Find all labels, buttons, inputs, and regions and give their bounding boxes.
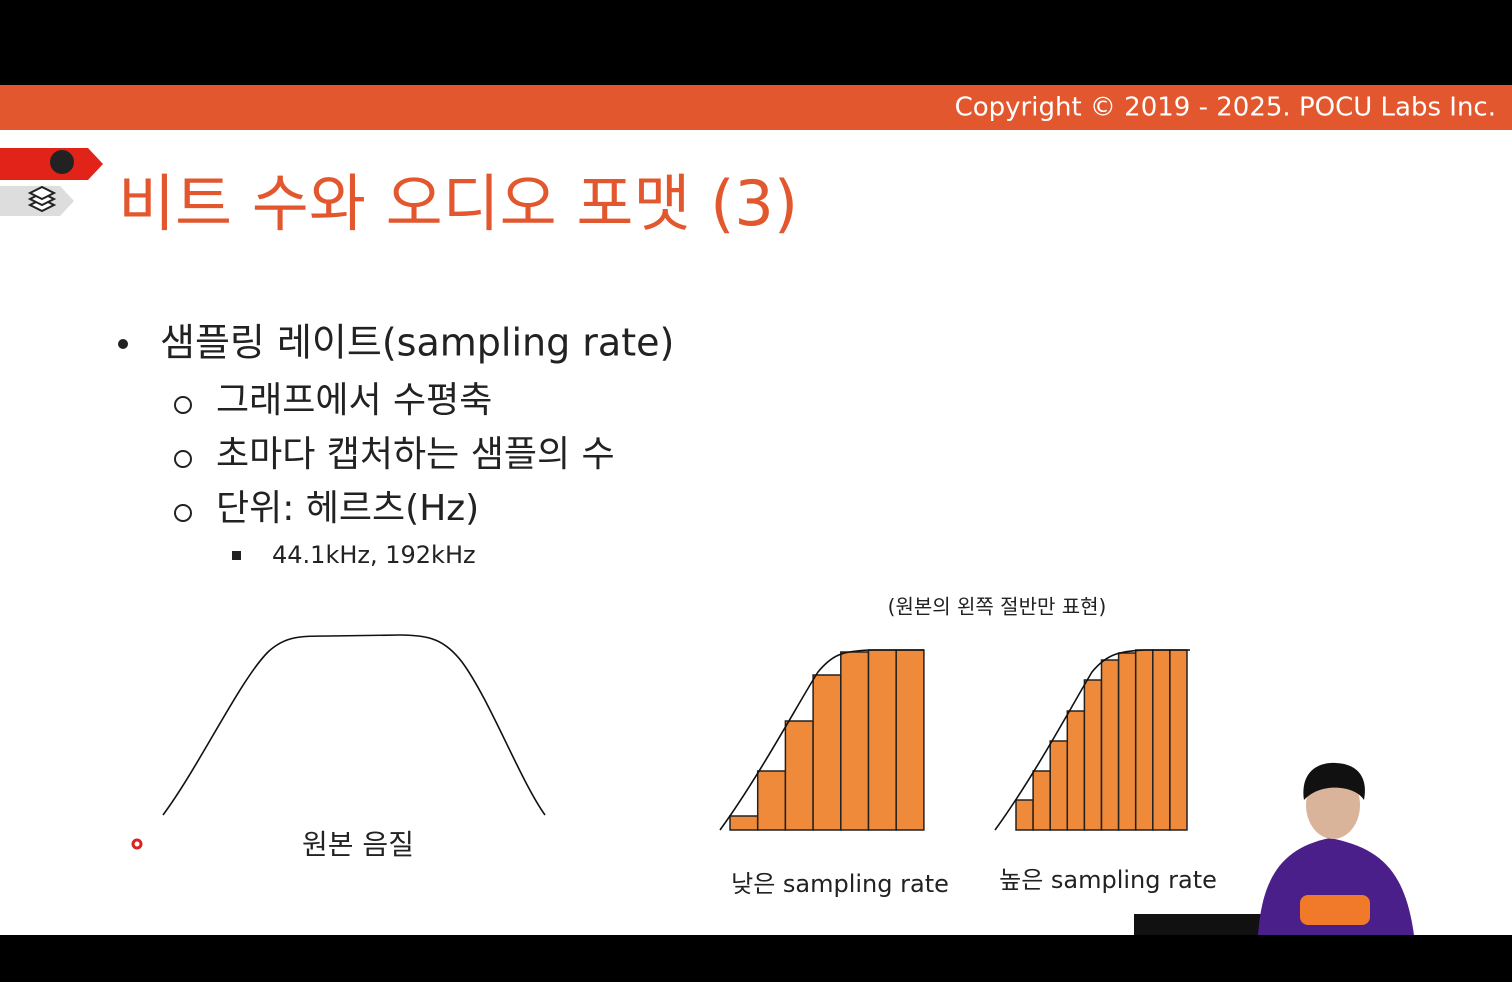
sample-bar — [729, 815, 759, 831]
stack-icon — [27, 185, 57, 213]
note: (원본의 왼쪽 절반만 표현) — [888, 595, 1107, 619]
copyright: Copyright © 2019 - 2025. POCU Labs Inc. — [955, 93, 1496, 123]
top-letterbox — [0, 0, 1512, 85]
sub-bullet: 초마다 캡처하는 샘플의 수 — [216, 434, 615, 475]
sub-bullet-marker — [174, 450, 192, 468]
cursor-dot — [131, 838, 143, 850]
bullet-dot — [118, 339, 128, 349]
sample-bar — [812, 674, 842, 831]
high-curve — [994, 649, 1190, 831]
sample-bar — [1169, 649, 1188, 831]
sample-bar — [1015, 799, 1034, 831]
slide — [0, 130, 1512, 935]
sub-sub-bullet: 44.1kHz, 192kHz — [272, 541, 476, 569]
sample-bar — [867, 649, 897, 831]
sample-bar — [1049, 740, 1069, 831]
caption: 원본 음질 — [302, 828, 414, 861]
sub-bullet-marker — [174, 504, 192, 522]
sample-bar — [840, 651, 870, 831]
sample-bar — [1066, 710, 1086, 831]
low-curve — [719, 649, 924, 831]
sample-bar — [1152, 649, 1171, 831]
sample-bar — [1117, 652, 1137, 831]
bullet: 샘플링 레이트(sampling rate) — [160, 321, 674, 365]
tab-icon — [50, 150, 74, 174]
waveform — [162, 634, 546, 816]
presenter — [1134, 762, 1414, 935]
caption: 낮은 sampling rate — [731, 870, 949, 898]
sample-bar — [1134, 649, 1154, 831]
slide-title: 비트 수와 오디오 포맷 (3) — [118, 167, 798, 240]
sub-bullet: 그래프에서 수평축 — [216, 380, 492, 421]
caption: 높은 sampling rate — [999, 866, 1217, 894]
sample-bar — [1100, 659, 1120, 831]
sample-bar — [756, 770, 787, 831]
sample-bar — [784, 720, 814, 831]
bottom-letterbox — [0, 935, 1512, 982]
sub-bullet-marker — [174, 396, 192, 414]
header-banner — [0, 85, 1512, 130]
sample-bar — [1083, 679, 1103, 831]
sample-bar — [895, 649, 925, 831]
sub-bullet: 단위: 헤르츠(Hz) — [216, 488, 479, 529]
sample-bar — [1032, 770, 1051, 831]
sub-sub-bullet-marker — [232, 551, 241, 560]
